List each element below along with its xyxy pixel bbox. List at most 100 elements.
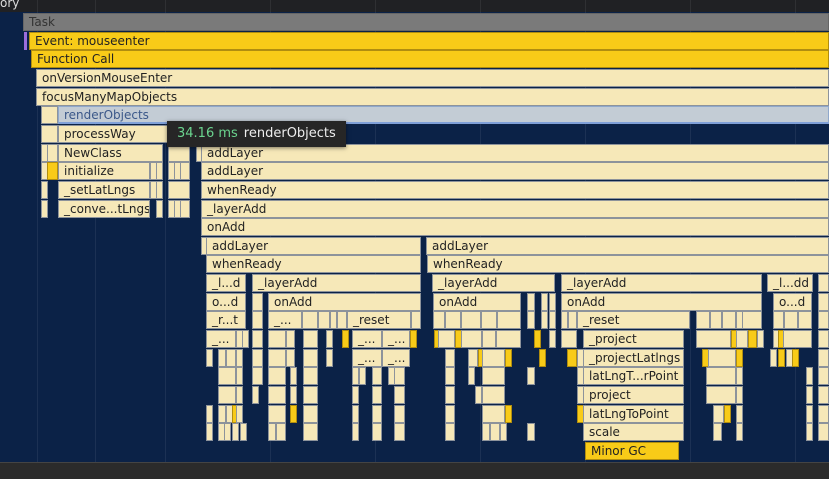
flame-entry[interactable] [218, 348, 226, 367]
flame-entry-focus[interactable]: focusManyMapObjects [36, 87, 829, 106]
flame-entry-add-layer[interactable]: addLayer [206, 236, 421, 255]
flame-entry[interactable] [818, 330, 829, 348]
flame-entry[interactable] [806, 423, 813, 442]
flame-entry-on-add[interactable]: onAdd [433, 292, 521, 311]
flame-entry[interactable] [47, 143, 58, 162]
flame-entry[interactable] [549, 311, 556, 330]
flame-entry-on-version[interactable]: onVersionMouseEnter [36, 68, 829, 87]
flame-entry[interactable] [539, 348, 546, 367]
flame-entry[interactable] [236, 404, 243, 423]
flame-entry-add-layer[interactable]: addLayer [201, 162, 829, 181]
flame-entry[interactable] [394, 423, 405, 442]
flame-entry[interactable] [411, 311, 421, 330]
flame-entry[interactable] [180, 162, 190, 181]
flame-entry[interactable] [303, 386, 318, 404]
flame-entry[interactable] [41, 180, 48, 199]
flame-entry[interactable] [206, 404, 213, 423]
flame-entry-project-fn[interactable]: _project [583, 330, 684, 348]
flame-entry[interactable] [736, 367, 743, 386]
flame-entry[interactable] [372, 423, 382, 442]
flame-entry-ellipsis[interactable]: _... [382, 330, 410, 348]
flame-entry[interactable] [482, 330, 496, 348]
flame-entry-initialize[interactable]: initialize [58, 162, 150, 181]
flame-entry-o-d[interactable]: o...d [206, 292, 246, 311]
flame-entry[interactable] [706, 367, 736, 386]
flame-entry[interactable] [290, 367, 297, 386]
flame-entry[interactable] [806, 367, 813, 386]
flame-entry-on-add[interactable]: onAdd [268, 292, 421, 311]
flame-entry[interactable] [567, 348, 577, 367]
flame-entry[interactable] [505, 348, 512, 367]
flame-entry[interactable] [433, 311, 445, 330]
flame-entry[interactable] [326, 330, 333, 348]
flame-entry[interactable] [252, 311, 263, 330]
flame-entry[interactable] [41, 124, 58, 143]
flame-entry-on-add[interactable]: onAdd [201, 218, 829, 237]
flame-entry[interactable] [303, 330, 318, 348]
flame-entry-ellipsis[interactable]: _... [382, 348, 410, 367]
flame-entry-function-call[interactable]: Function Call [31, 50, 829, 69]
flame-entry[interactable] [286, 330, 295, 348]
flame-entry[interactable] [268, 386, 286, 404]
flame-entry[interactable] [770, 348, 777, 367]
flame-entry[interactable] [268, 423, 276, 442]
flame-entry[interactable] [180, 199, 190, 218]
flame-entry[interactable] [218, 404, 226, 423]
flame-entry[interactable] [206, 348, 213, 367]
flame-entry[interactable] [549, 330, 556, 348]
flame-entry[interactable] [527, 367, 535, 386]
flame-entry[interactable] [268, 330, 286, 348]
flame-entry[interactable] [236, 367, 243, 386]
flame-entry-project-latlngs[interactable]: _projectLatlngs [583, 348, 684, 367]
flame-entry[interactable] [156, 180, 163, 199]
flame-entry[interactable] [252, 292, 263, 311]
flame-entry-layer-add[interactable]: _layerAdd [201, 199, 829, 218]
flame-entry[interactable] [481, 311, 497, 330]
flame-entry[interactable] [541, 292, 548, 311]
flame-entry-add-layer[interactable]: addLayer [426, 236, 829, 255]
flame-entry-render-objects[interactable]: renderObjects [58, 106, 829, 125]
flame-entry-ellipsis[interactable]: _... [206, 330, 236, 348]
flame-entry[interactable] [736, 423, 743, 442]
flame-entry[interactable] [372, 367, 382, 386]
flame-entry[interactable] [156, 162, 163, 181]
flame-entry-when-ready[interactable]: whenReady [206, 255, 421, 274]
flame-entry-conve[interactable]: _conve...tLngs [58, 199, 150, 218]
flame-entry[interactable] [330, 311, 337, 330]
flame-entry[interactable] [303, 367, 318, 386]
flame-entry[interactable] [394, 386, 405, 404]
flame-entry[interactable] [527, 311, 535, 330]
flame-entry[interactable] [236, 386, 243, 404]
flame-entry[interactable] [496, 330, 521, 348]
flame-entry[interactable] [748, 330, 757, 348]
flame-entry-on-add[interactable]: onAdd [561, 292, 762, 311]
flame-entry[interactable] [527, 423, 535, 442]
flame-entry[interactable] [818, 386, 829, 404]
flame-entry-layer-add[interactable]: _layerAdd [252, 274, 421, 293]
flame-entry[interactable] [713, 423, 722, 442]
flame-entry[interactable] [798, 311, 812, 330]
flame-entry[interactable] [236, 348, 243, 367]
flame-entry[interactable] [156, 199, 163, 218]
flame-entry[interactable] [482, 423, 490, 442]
flame-entry[interactable] [268, 348, 286, 367]
flame-entry[interactable] [352, 404, 359, 423]
flame-entry-reset[interactable]: _reset [347, 311, 411, 330]
flame-entry[interactable] [337, 311, 347, 330]
flame-entry[interactable] [394, 404, 405, 423]
flame-entry[interactable] [303, 404, 318, 423]
flame-entry[interactable] [696, 330, 731, 348]
flame-entry[interactable] [240, 423, 247, 442]
flame-entry[interactable] [47, 162, 58, 181]
flame-entry[interactable] [302, 311, 318, 330]
flame-entry[interactable] [268, 404, 286, 423]
flame-entry-ellipsis[interactable]: _... [268, 311, 302, 330]
flame-entry[interactable] [359, 367, 366, 386]
flame-entry[interactable] [561, 330, 577, 348]
flame-entry[interactable] [778, 348, 785, 367]
flame-entry-event[interactable]: Event: mouseenter [29, 31, 829, 50]
flame-entry[interactable] [818, 367, 829, 386]
flame-entry-minor-gc[interactable]: Minor GC [585, 441, 679, 460]
flame-entry[interactable] [224, 423, 231, 442]
flame-entry[interactable] [500, 423, 507, 442]
